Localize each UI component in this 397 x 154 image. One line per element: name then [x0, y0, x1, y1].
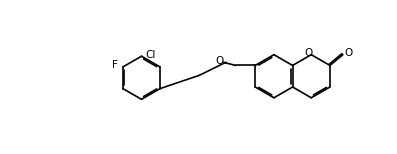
Text: O: O [344, 48, 353, 58]
Text: O: O [305, 48, 313, 58]
Text: O: O [216, 57, 224, 66]
Text: Cl: Cl [145, 50, 156, 60]
Text: F: F [112, 61, 118, 70]
